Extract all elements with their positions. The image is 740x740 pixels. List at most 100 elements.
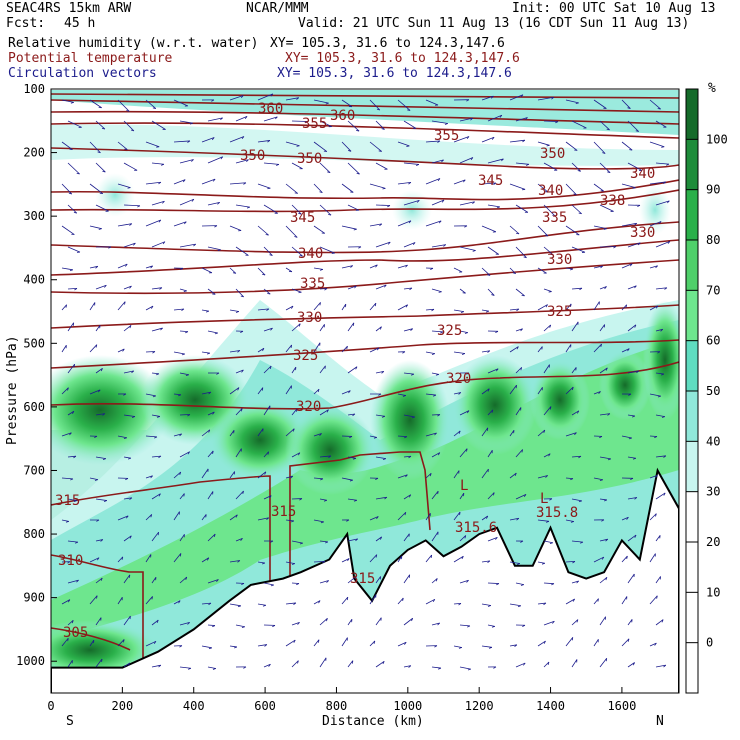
wind-vector [655, 576, 661, 584]
wind-vector [627, 370, 639, 374]
wind-vector [375, 456, 386, 459]
wind-vector [397, 435, 408, 438]
theta-label: 350 [297, 151, 322, 167]
wind-vector-head [521, 449, 523, 453]
wind-vector [369, 435, 377, 438]
wind-vector [179, 372, 189, 376]
wind-vector [341, 265, 353, 269]
wind-vector-head [241, 408, 243, 412]
wind-vector [67, 363, 75, 374]
wind-vector [537, 304, 548, 311]
wind-vector [649, 265, 658, 269]
wind-vector-head [293, 639, 296, 643]
wind-vector [67, 162, 80, 175]
wind-vector [285, 97, 299, 101]
wind-vector-head [187, 414, 191, 417]
wind-vector [431, 288, 442, 293]
wind-vector-head [182, 179, 186, 183]
wind-vector-head [512, 272, 516, 275]
wind-vector [403, 242, 416, 248]
wind-vector-head [496, 583, 500, 586]
wind-vector-head [607, 413, 611, 416]
x-tick-label: 0 [47, 699, 54, 713]
colorbar-tick-label: 80 [706, 233, 720, 247]
theta-label: L [540, 491, 548, 507]
wind-vector-head [551, 96, 555, 100]
wind-vector-head [551, 583, 555, 586]
wind-vector-head [380, 536, 383, 540]
wind-vector [599, 162, 611, 173]
wind-vector [481, 136, 495, 143]
wind-vector-head [437, 491, 439, 495]
wind-vector [599, 538, 608, 542]
wind-vector-head [573, 193, 577, 196]
wind-vector-head [462, 179, 466, 183]
wind-vector [481, 603, 491, 606]
wind-vector [61, 99, 74, 103]
wind-vector-head [212, 178, 216, 182]
wind-vector [235, 288, 244, 298]
wind-vector-head [523, 256, 527, 259]
x-tick-label: 200 [112, 699, 134, 713]
wind-vector [95, 658, 103, 668]
wind-vector-head [96, 595, 98, 599]
wind-vector [627, 414, 635, 417]
wind-vector-head [354, 285, 357, 289]
theta-label: 315.6 [455, 520, 497, 536]
wind-vector-head [290, 475, 294, 479]
wind-vector [151, 200, 165, 206]
wind-vector [235, 490, 244, 500]
wind-vector [543, 288, 552, 292]
wind-vector [515, 162, 529, 165]
wind-vector [593, 183, 604, 192]
wind-vector [431, 578, 438, 584]
wind-vector [543, 364, 550, 374]
wind-vector-head [603, 499, 608, 502]
wind-vector-head [262, 604, 267, 607]
wind-vector [649, 305, 659, 311]
circulation-vectors [61, 93, 671, 671]
x-tick-label: 1400 [536, 699, 565, 713]
wind-vector [425, 598, 436, 605]
wind-vector [655, 372, 664, 375]
wind-vector [319, 498, 327, 501]
wind-vector [67, 660, 73, 668]
wind-vector-head [232, 272, 237, 274]
wind-vector-head [243, 182, 247, 185]
wind-vector [369, 594, 377, 605]
wind-vector [173, 99, 188, 107]
wind-vector-head [657, 108, 661, 110]
wind-vector [123, 615, 131, 626]
wind-vector [313, 225, 325, 234]
wind-vector [263, 365, 272, 374]
wind-vector-head [632, 457, 637, 460]
field-rh-name: Relative humidity (w.r.t. water) [8, 36, 259, 51]
wind-vector-head [517, 605, 521, 608]
wind-vector-head [661, 416, 665, 418]
wind-vector-head [440, 331, 444, 334]
wind-vector [369, 516, 379, 521]
wind-vector [655, 162, 669, 165]
wind-vector [179, 243, 196, 248]
wind-vector-head [97, 151, 101, 154]
wind-vector [509, 430, 515, 437]
wind-vector-head [217, 249, 221, 251]
wind-vector [67, 410, 75, 416]
wind-vector [313, 388, 320, 395]
wind-vector-head [570, 478, 574, 481]
wind-vector [257, 387, 264, 395]
wind-vector [655, 492, 666, 500]
wind-vector-head [378, 393, 382, 396]
wind-vector [375, 617, 382, 626]
wind-vector [229, 225, 242, 231]
wind-vector-head [131, 370, 135, 374]
wind-vector [263, 246, 273, 256]
wind-vector-head [349, 436, 353, 439]
wind-vector [207, 579, 219, 584]
wind-vector [487, 624, 495, 627]
colorbar-bin [686, 391, 698, 442]
wind-vector [235, 448, 242, 458]
wind-vector-head [319, 191, 323, 193]
wind-vector [593, 598, 599, 605]
wind-vector-head [350, 265, 353, 268]
